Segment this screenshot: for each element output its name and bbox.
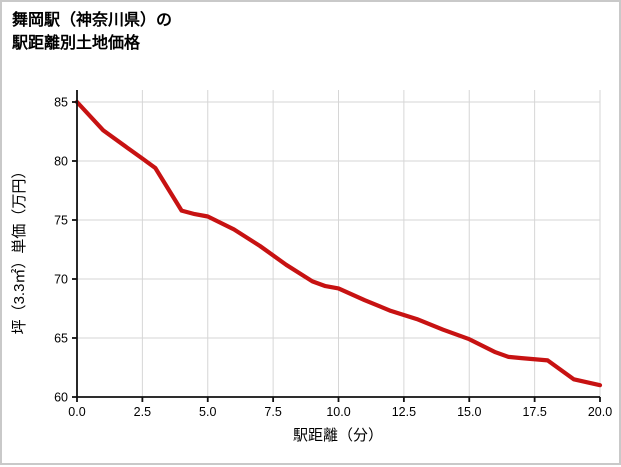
y-tick-label: 65 bbox=[54, 332, 68, 346]
y-tick-label: 75 bbox=[54, 214, 68, 228]
x-tick-label: 10.0 bbox=[326, 405, 350, 419]
y-axis-label: 坪（3.3㎡）単価（万円） bbox=[11, 164, 28, 335]
chart-title: 舞岡駅（神奈川県）の 駅距離別土地価格 bbox=[12, 9, 172, 55]
chart-title-line1: 舞岡駅（神奈川県）の bbox=[12, 12, 173, 29]
y-tick-label: 60 bbox=[54, 391, 68, 405]
x-tick-label: 15.0 bbox=[457, 405, 481, 419]
chart-title-line2: 駅距離別土地価格 bbox=[12, 35, 141, 52]
axes bbox=[72, 90, 601, 402]
x-tick-labels: 0.0 2.5 5.0 7.5 10.0 12.5 15.0 17.5 20.0 bbox=[68, 405, 612, 419]
x-tick-label: 20.0 bbox=[588, 405, 612, 419]
price-line bbox=[74, 99, 603, 388]
y-tick-labels: 60 65 70 75 80 85 bbox=[54, 96, 68, 405]
y-tick-label: 80 bbox=[54, 155, 68, 169]
x-tick-label: 0.0 bbox=[68, 405, 85, 419]
x-tick-label: 7.5 bbox=[264, 405, 281, 419]
x-tick-label: 12.5 bbox=[392, 405, 416, 419]
y-tick-label: 70 bbox=[54, 273, 68, 287]
x-axis-label: 駅距離（分） bbox=[293, 426, 383, 444]
x-tick-label: 17.5 bbox=[522, 405, 546, 419]
x-tick-label: 2.5 bbox=[134, 405, 151, 419]
gridlines bbox=[76, 90, 601, 398]
y-tick-label: 85 bbox=[54, 96, 68, 110]
x-tick-label: 5.0 bbox=[199, 405, 216, 419]
